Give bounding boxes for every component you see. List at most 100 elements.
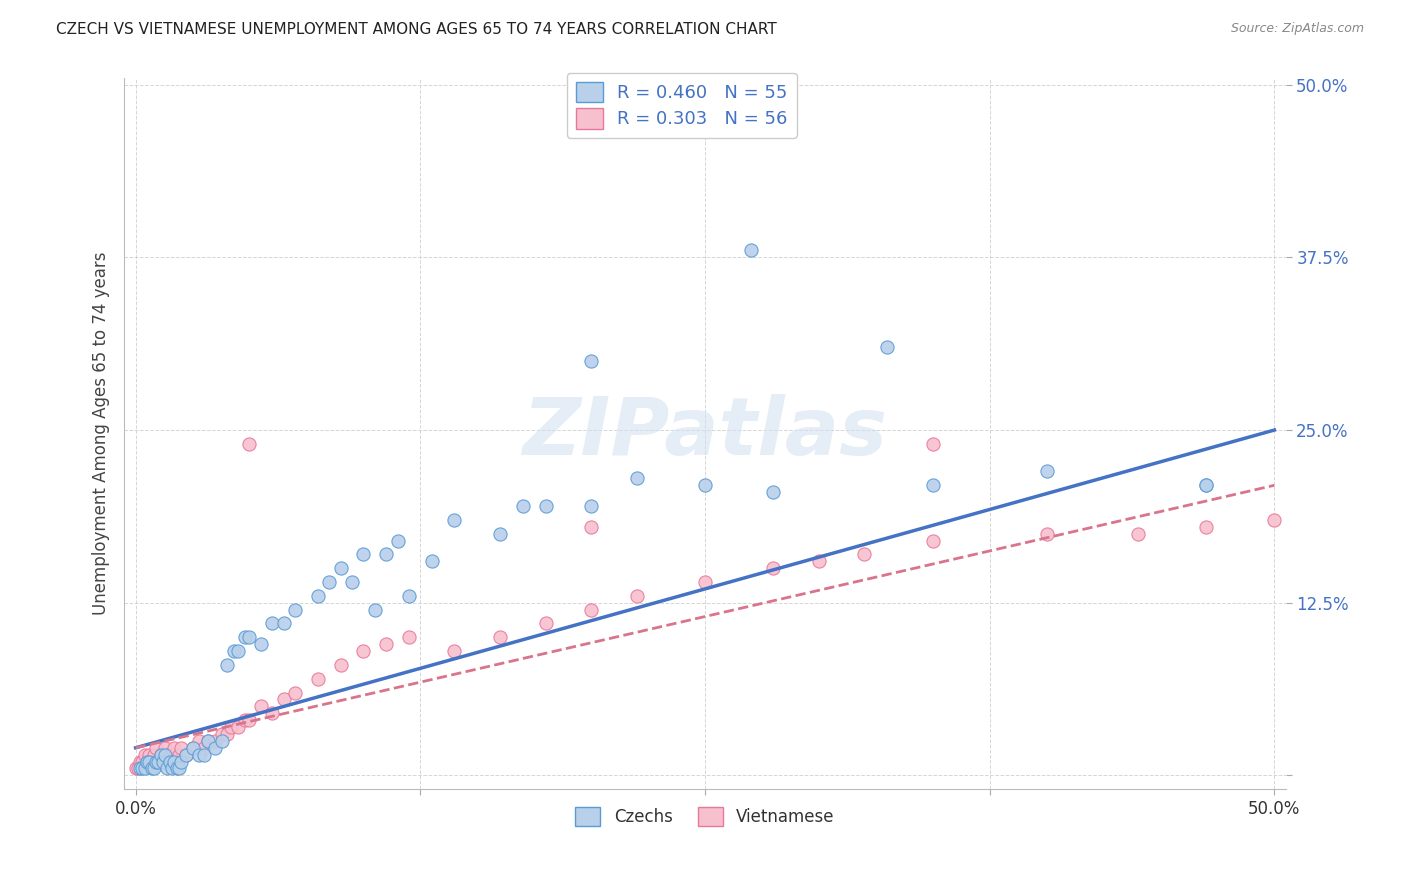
Point xyxy=(136,755,159,769)
Point xyxy=(273,692,295,706)
Point xyxy=(693,478,716,492)
Point xyxy=(145,740,167,755)
Point xyxy=(166,755,188,769)
Point xyxy=(921,437,943,451)
Point xyxy=(273,616,295,631)
Point xyxy=(579,354,602,368)
Point xyxy=(364,602,387,616)
Point xyxy=(626,589,648,603)
Point xyxy=(155,747,177,762)
Point xyxy=(262,706,284,721)
Point xyxy=(160,762,183,776)
Point xyxy=(142,762,165,776)
Point xyxy=(352,644,374,658)
Point xyxy=(197,734,219,748)
Point xyxy=(329,561,352,575)
Point xyxy=(420,554,443,568)
Point xyxy=(134,762,156,776)
Point xyxy=(141,762,163,776)
Point xyxy=(1195,478,1218,492)
Point xyxy=(921,478,943,492)
Point xyxy=(211,727,233,741)
Point xyxy=(152,755,174,769)
Point xyxy=(136,755,159,769)
Point xyxy=(1263,513,1285,527)
Text: ZIPatlas: ZIPatlas xyxy=(523,394,887,473)
Text: Source: ZipAtlas.com: Source: ZipAtlas.com xyxy=(1230,22,1364,36)
Point xyxy=(167,762,190,776)
Point xyxy=(238,630,260,644)
Point xyxy=(193,740,215,755)
Point xyxy=(1035,465,1057,479)
Point xyxy=(204,734,226,748)
Point xyxy=(226,644,249,658)
Point xyxy=(1126,526,1149,541)
Point xyxy=(238,437,260,451)
Point xyxy=(534,616,557,631)
Point xyxy=(693,574,716,589)
Text: CZECH VS VIETNAMESE UNEMPLOYMENT AMONG AGES 65 TO 74 YEARS CORRELATION CHART: CZECH VS VIETNAMESE UNEMPLOYMENT AMONG A… xyxy=(56,22,778,37)
Point xyxy=(127,762,149,776)
Point xyxy=(222,644,245,658)
Point xyxy=(124,762,146,776)
Point xyxy=(876,340,898,354)
Point xyxy=(160,747,183,762)
Point xyxy=(131,755,153,769)
Point xyxy=(181,740,204,755)
Point xyxy=(579,520,602,534)
Point xyxy=(1035,526,1057,541)
Point xyxy=(250,699,273,714)
Point xyxy=(807,554,830,568)
Point xyxy=(129,762,152,776)
Point xyxy=(512,499,534,513)
Point xyxy=(156,747,179,762)
Point xyxy=(141,755,163,769)
Point xyxy=(489,526,512,541)
Point xyxy=(387,533,409,548)
Point xyxy=(148,755,170,769)
Point xyxy=(166,762,188,776)
Point xyxy=(211,734,233,748)
Point xyxy=(188,747,211,762)
Point xyxy=(226,720,249,734)
Point xyxy=(284,685,307,699)
Point xyxy=(352,547,374,561)
Point xyxy=(340,574,363,589)
Point xyxy=(181,740,204,755)
Legend: Czechs, Vietnamese: Czechs, Vietnamese xyxy=(567,798,842,834)
Point xyxy=(149,747,172,762)
Point xyxy=(579,499,602,513)
Point xyxy=(579,602,602,616)
Point xyxy=(145,755,167,769)
Point xyxy=(215,727,238,741)
Point xyxy=(142,747,165,762)
Point xyxy=(443,644,465,658)
Point xyxy=(138,747,160,762)
Point xyxy=(762,485,785,500)
Point xyxy=(626,471,648,485)
Point xyxy=(156,762,179,776)
Point xyxy=(193,747,215,762)
Point xyxy=(238,713,260,727)
Point xyxy=(215,657,238,672)
Point xyxy=(307,672,329,686)
Point xyxy=(219,720,242,734)
Point xyxy=(534,499,557,513)
Point xyxy=(163,755,186,769)
Point xyxy=(307,589,329,603)
Point xyxy=(250,637,273,651)
Point xyxy=(1195,520,1218,534)
Point xyxy=(159,755,181,769)
Point xyxy=(174,747,197,762)
Point xyxy=(853,547,876,561)
Point xyxy=(329,657,352,672)
Point xyxy=(398,630,420,644)
Point xyxy=(129,755,152,769)
Point xyxy=(318,574,340,589)
Point xyxy=(170,755,193,769)
Y-axis label: Unemployment Among Ages 65 to 74 years: Unemployment Among Ages 65 to 74 years xyxy=(93,252,110,615)
Point xyxy=(134,747,156,762)
Point xyxy=(762,561,785,575)
Point xyxy=(740,244,762,258)
Point xyxy=(148,755,170,769)
